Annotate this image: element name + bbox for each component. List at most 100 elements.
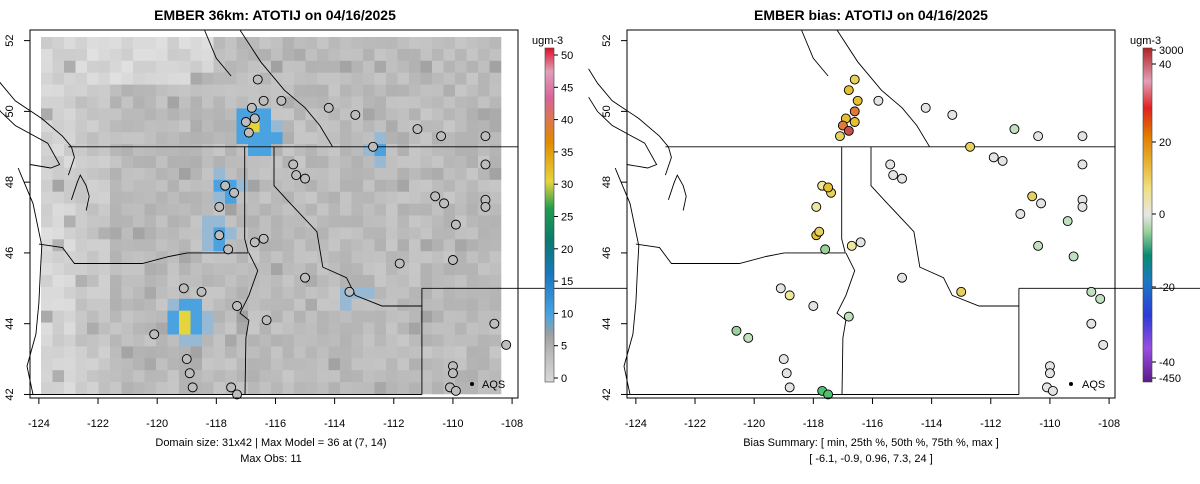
model-grid-cell [271, 346, 283, 359]
observation-station [439, 198, 450, 209]
model-grid-cell [432, 275, 444, 288]
model-grid-cell [64, 84, 76, 97]
model-grid-cell [409, 322, 421, 335]
bias-station [843, 85, 854, 96]
model-grid-cell [294, 179, 306, 192]
model-grid-cell [386, 322, 398, 335]
model-grid-cell [363, 346, 375, 359]
model-grid-cell [144, 48, 157, 62]
left-axes: -124 -122 -120 -118 -116 -114 -112 -110 -108 42 44… [4, 34, 523, 430]
model-grid-cell [41, 286, 53, 300]
model-grid-cell [110, 239, 122, 252]
model-grid-cell [259, 322, 272, 335]
model-grid-cell [305, 84, 318, 97]
model-grid-cell [167, 108, 180, 121]
model-grid-cell [121, 179, 134, 192]
model-grid-cell [363, 370, 375, 383]
model-grid-cell [455, 37, 467, 50]
model-grid-cell [282, 370, 295, 383]
model-grid-cell [317, 167, 329, 181]
model-grid-cell [397, 334, 410, 347]
model-grid-cell [167, 84, 180, 97]
model-grid-cell [305, 72, 318, 85]
model-grid-cell [121, 286, 134, 300]
model-grid-cell [340, 60, 352, 73]
model-grid-cell [282, 322, 295, 335]
model-grid-cell [144, 84, 157, 97]
model-grid-cell [87, 227, 99, 240]
model-grid-cell [190, 286, 203, 300]
model-grid-cell [282, 60, 295, 73]
model-grid-cell [110, 132, 122, 145]
model-grid-cell [156, 37, 168, 50]
model-grid-cell [489, 120, 502, 133]
model-grid-cell [87, 120, 99, 133]
model-grid-cell [259, 298, 272, 311]
model-grid-cell [432, 322, 444, 335]
model-grid-cell [420, 239, 433, 252]
right-footer-summary: Bias Summary: [ min, 25th %, 50th %, 75t… [743, 437, 999, 449]
model-grid-cell [121, 96, 134, 109]
model-grid-cell [121, 263, 134, 276]
model-grid-cell [489, 156, 502, 169]
model-grid-cell [225, 370, 237, 383]
model-grid-cell [64, 203, 76, 216]
model-grid-cell [489, 334, 502, 347]
model-grid-cell [121, 156, 134, 169]
model-grid-cell [52, 132, 65, 145]
model-grid-cell [420, 334, 433, 347]
model-grid-cell [52, 144, 65, 157]
model-grid-cell [478, 310, 490, 323]
model-grid-cell [259, 286, 272, 300]
model-grid-cell [98, 120, 111, 133]
model-grid-cell [466, 346, 479, 359]
bias-station [1033, 131, 1044, 142]
model-grid-cell [75, 203, 88, 216]
model-grid-cell [64, 227, 76, 240]
model-grid-cell [328, 322, 341, 335]
model-grid-cell [259, 334, 272, 347]
right-x-tick-label: -112 [980, 418, 1001, 430]
model-grid-cell [386, 382, 398, 395]
model-grid-cell [98, 346, 111, 359]
observation-station [291, 170, 302, 181]
model-grid-cell [179, 167, 191, 181]
model-grid-cell [236, 120, 249, 133]
model-grid-cell [144, 346, 157, 359]
model-grid-cell [156, 120, 168, 133]
left-colorbar [544, 47, 555, 383]
model-grid-cell [98, 322, 111, 335]
model-grid-cell [432, 370, 444, 383]
model-grid-cell [397, 215, 410, 228]
model-grid-cell [225, 263, 237, 276]
model-grid-cell [466, 382, 479, 395]
model-grid-cell [87, 108, 99, 121]
model-grid-cell [478, 382, 490, 395]
model-grid-cell [363, 298, 375, 311]
left-footer-domain: Domain size: 31x42 | Max Model = 36 at (… [155, 437, 386, 449]
model-grid-cell [397, 120, 410, 133]
model-grid-cell [225, 37, 237, 50]
model-grid-cell [213, 310, 226, 323]
model-grid-cell [351, 358, 364, 371]
model-grid-cell [409, 96, 421, 109]
model-grid-cell [156, 251, 168, 264]
model-grid-cell [455, 108, 467, 121]
model-grid-cell [432, 144, 444, 157]
model-grid-cell [397, 167, 410, 181]
model-grid-cell [282, 215, 295, 228]
model-grid-cell [317, 286, 329, 300]
model-grid-cell [340, 156, 352, 169]
left-x-tick-label: -112 [383, 418, 404, 430]
model-grid-cell [98, 275, 111, 288]
model-grid-cell [397, 322, 410, 335]
model-grid-cell [489, 84, 502, 97]
model-grid-cell [455, 96, 467, 109]
model-grid-cell [328, 179, 341, 192]
model-grid-cell [213, 346, 226, 359]
model-grid-cell [133, 84, 145, 97]
model-grid-cell [75, 251, 88, 264]
model-grid-cell [144, 215, 157, 228]
model-grid-cell [167, 60, 180, 73]
